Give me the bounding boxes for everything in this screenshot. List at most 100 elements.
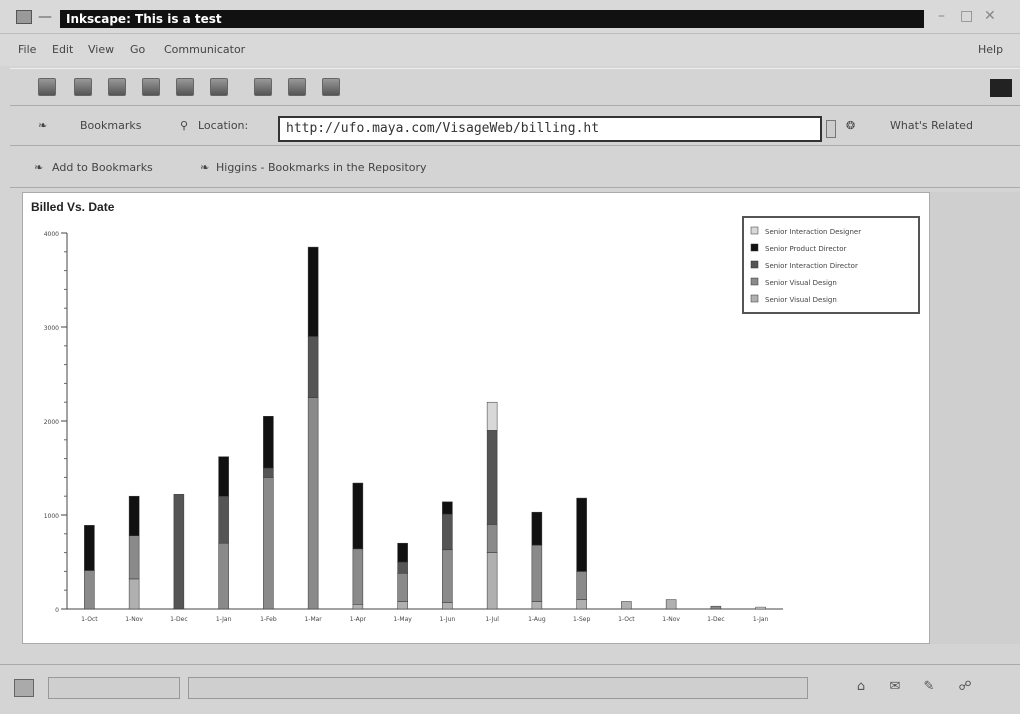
bar-segment (128, 495, 140, 536)
bar-segment (263, 416, 274, 469)
legend-label: Senior Visual Design (765, 279, 837, 287)
bar-segment (576, 571, 587, 600)
composer-icon[interactable]: ✎ (923, 679, 935, 694)
bar-segment (665, 599, 677, 610)
bar-segment (307, 246, 319, 337)
maximize-icon[interactable]: □ (960, 8, 974, 24)
x-tick-label: 1-Sep (573, 616, 590, 623)
status-text (188, 677, 808, 699)
bar-segment (531, 511, 543, 546)
bar-segment (128, 578, 140, 610)
stop-icon[interactable] (322, 78, 340, 96)
legend-swatch (750, 294, 759, 303)
bar-segment (486, 524, 498, 553)
search-icon[interactable] (176, 78, 194, 96)
navigation-toolbar (10, 68, 1020, 106)
x-tick-label: 1-Aug (528, 616, 546, 623)
menu-go[interactable]: Go (130, 43, 146, 56)
bar-segment (84, 525, 95, 571)
whats-related-icon[interactable]: ❂ (846, 119, 856, 132)
legend-swatch (750, 260, 759, 269)
url-dropdown-button[interactable] (826, 120, 836, 138)
add-bookmark-link[interactable]: Add to Bookmarks (52, 161, 153, 174)
reload-icon[interactable] (108, 78, 126, 96)
personal-toolbar: ❧ Add to Bookmarks ❧ Higgins - Bookmarks… (10, 148, 1020, 188)
menu-file[interactable]: File (18, 43, 37, 56)
bar-segment (531, 544, 543, 602)
bar-segment (352, 548, 364, 605)
x-tick-label: 1-Mar (304, 616, 322, 623)
menu-help[interactable]: Help (978, 43, 1004, 56)
x-tick-label: 1-Dec (170, 616, 188, 623)
legend-label: Senior Interaction Designer (765, 228, 861, 236)
bar-segment (218, 456, 229, 497)
y-tick-label: 3000 (44, 325, 59, 332)
bar-segment (397, 601, 408, 610)
bookmark-item-icon: ❧ (200, 161, 210, 174)
navigator-icon[interactable]: ⌂ (856, 679, 866, 694)
url-field[interactable]: http://ufo.maya.com/VisageWeb/billing.ht (278, 116, 822, 142)
higgins-link[interactable]: Higgins - Bookmarks in the Repository (216, 161, 427, 174)
x-tick-label: 1-Dec (707, 616, 725, 623)
bar-segment (263, 467, 274, 478)
x-tick-label: 1-Jan (216, 616, 232, 623)
bar-segment (755, 606, 766, 610)
bar-segment (173, 494, 185, 610)
bar-segment (486, 552, 498, 610)
home-icon[interactable] (142, 78, 160, 96)
bookmark-item-icon: ❧ (34, 161, 44, 174)
minimize-icon[interactable]: – (938, 8, 945, 24)
location-label: Location: (198, 119, 249, 132)
security-icon[interactable] (288, 78, 306, 96)
x-tick-label: 1-Nov (125, 616, 143, 623)
print-icon[interactable] (254, 78, 272, 96)
bar-segment (576, 599, 587, 610)
netscape-logo (990, 79, 1012, 97)
legend-label: Senior Interaction Director (765, 262, 858, 270)
bar-segment (128, 535, 140, 580)
menu-communicator[interactable]: Communicator (164, 43, 246, 56)
bar-segment (710, 605, 722, 610)
whats-related-button[interactable]: What's Related (890, 119, 973, 132)
y-tick-label: 0 (55, 607, 59, 614)
bar-segment (307, 397, 319, 610)
menu-bar: File Edit View Go Communicator Help (0, 34, 1020, 66)
legend-swatch (750, 277, 759, 286)
window-menu-icon[interactable] (16, 10, 32, 24)
mail-icon[interactable]: ✉ (889, 679, 901, 694)
security-lock-icon[interactable] (14, 679, 34, 697)
y-tick-label: 4000 (44, 231, 59, 238)
y-tick-label: 1000 (44, 513, 59, 520)
x-tick-label: 1-Jul (485, 616, 499, 623)
menu-view[interactable]: View (88, 43, 115, 56)
bar-segment (352, 482, 364, 550)
status-progress (48, 677, 180, 699)
window-shade-icon[interactable]: — (38, 9, 52, 25)
x-tick-label: 1-Jun (440, 616, 456, 623)
legend-label: Senior Product Director (765, 245, 847, 253)
location-icon: ⚲ (180, 119, 189, 132)
discussion-icon[interactable]: ☍ (958, 679, 972, 694)
x-tick-label: 1-Jan (753, 616, 769, 623)
bar-segment (621, 601, 632, 610)
legend-box (742, 216, 920, 314)
bookmarks-button[interactable]: Bookmarks (80, 119, 142, 132)
bar-segment (486, 430, 498, 525)
bar-segment (531, 601, 543, 610)
x-tick-label: 1-Apr (350, 616, 367, 623)
netscape-icon[interactable] (210, 78, 228, 96)
y-tick-label: 2000 (44, 419, 59, 426)
close-icon[interactable]: ✕ (984, 8, 996, 24)
legend-label: Senior Visual Design (765, 296, 837, 304)
menu-edit[interactable]: Edit (52, 43, 74, 56)
x-tick-label: 1-May (393, 616, 412, 623)
legend-swatch (750, 226, 759, 235)
forward-icon[interactable] (74, 78, 92, 96)
billed-vs-date-chart: Billed Vs. Date 0 1000 2000 3000 4000 1-Oct 1-N… (31, 200, 920, 623)
title-bar: — Inkscape: This is a test – □ ✕ (0, 0, 1020, 34)
back-icon[interactable] (38, 78, 56, 96)
bar-segment (442, 513, 453, 551)
page-content: Billed Vs. Date 0 1000 2000 3000 4000 1-Oct 1-N… (22, 192, 930, 644)
content-gutter (930, 192, 1020, 644)
bookmark-icon[interactable]: ❧ (38, 119, 48, 132)
